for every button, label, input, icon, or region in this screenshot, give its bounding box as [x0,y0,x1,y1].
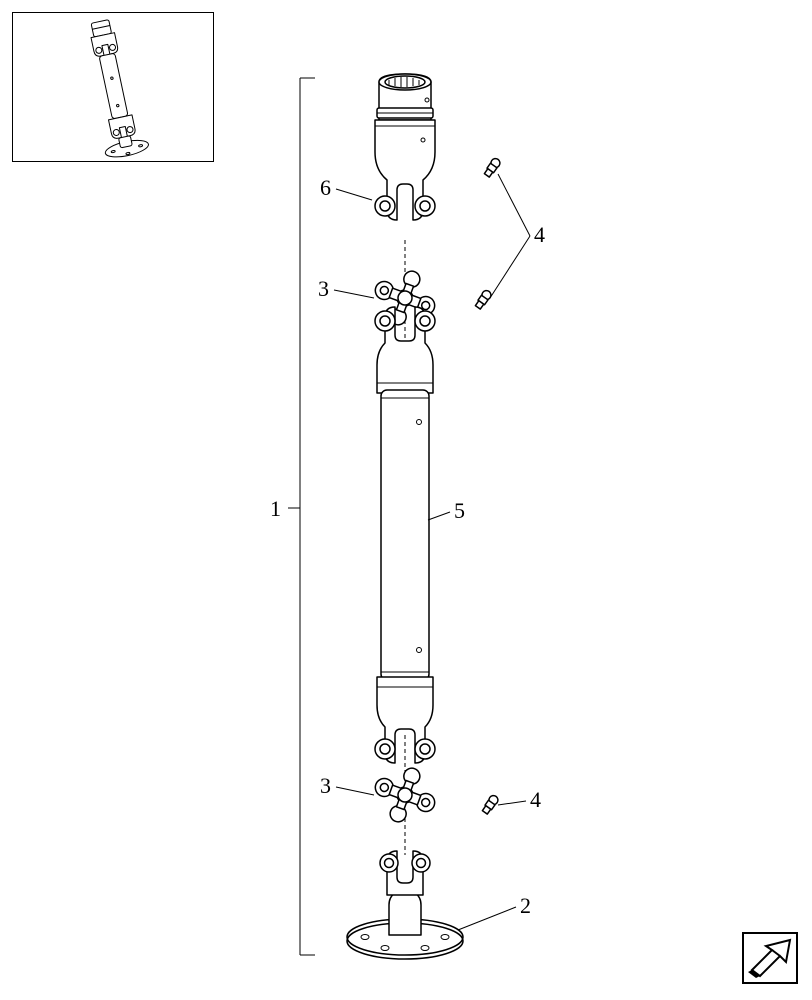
callout-4-bottom: 4 [530,789,541,811]
part-tube-shaft [375,307,435,763]
part-grease-fitting-bottom [481,794,500,815]
exploded-diagram [0,0,812,1000]
part-grease-fitting-top-b [474,289,493,310]
callout-bracket-1 [288,78,315,955]
part-cross-bottom [373,766,437,824]
callout-6: 6 [320,177,331,199]
callout-3-bottom: 3 [320,775,331,797]
page: 1 6 3 4 5 3 4 2 [0,0,812,1000]
callout-1: 1 [270,498,281,520]
nav-arrow-icon[interactable] [742,932,798,989]
callout-4-top: 4 [534,224,545,246]
leader-lines [334,174,530,930]
part-slip-yoke [375,74,435,220]
callout-2: 2 [520,895,531,917]
callout-5: 5 [454,500,465,522]
part-flange-yoke [347,851,463,959]
callout-3-top: 3 [318,278,329,300]
